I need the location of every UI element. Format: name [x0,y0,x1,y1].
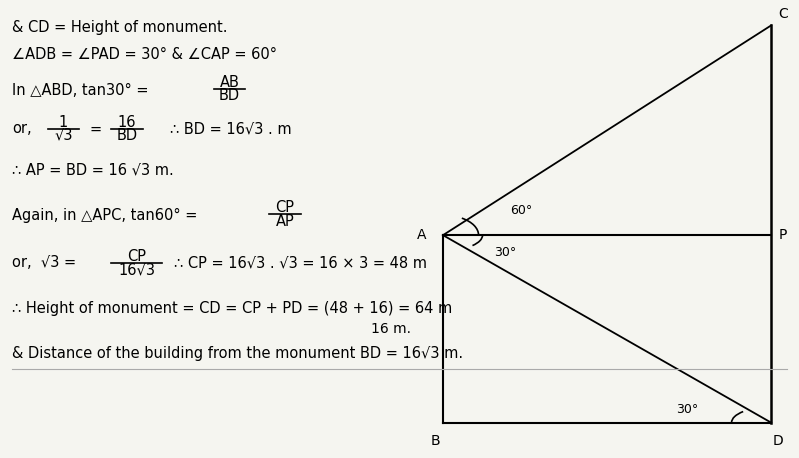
Text: D: D [773,434,784,448]
Text: BD: BD [219,88,240,103]
Text: AP: AP [276,214,294,229]
Text: =: = [89,121,101,136]
Text: ∴ BD = 16√3 . m: ∴ BD = 16√3 . m [170,121,292,136]
Text: A: A [416,228,426,242]
Text: 30°: 30° [676,403,698,416]
Text: 16√3: 16√3 [118,262,156,277]
Text: In △ABD, tan30° =: In △ABD, tan30° = [12,82,149,98]
Text: CP: CP [276,200,294,215]
Text: 60°: 60° [511,204,532,217]
Text: AB: AB [220,75,240,90]
Text: 30°: 30° [495,245,517,259]
Text: BD: BD [116,128,137,143]
Text: & Distance of the building from the monument BD = 16√3 m.: & Distance of the building from the monu… [12,346,463,361]
Text: 1: 1 [59,115,68,130]
Text: ∴ Height of monument = CD = CP + PD = (48 + 16) = 64 m: ∴ Height of monument = CD = CP + PD = (4… [12,301,452,316]
Text: ∠ADB = ∠PAD = 30° & ∠CAP = 60°: ∠ADB = ∠PAD = 30° & ∠CAP = 60° [12,47,277,62]
Text: or,  √3 =: or, √3 = [12,256,76,270]
Text: B: B [431,434,441,448]
Text: or,: or, [12,121,32,136]
Text: P: P [778,228,786,242]
Text: √3: √3 [54,128,73,143]
Text: ∴ CP = 16√3 . √3 = 16 × 3 = 48 m: ∴ CP = 16√3 . √3 = 16 × 3 = 48 m [174,256,427,270]
Text: 16: 16 [117,115,136,130]
Text: & CD = Height of monument.: & CD = Height of monument. [12,20,228,35]
Text: ∴ AP = BD = 16 √3 m.: ∴ AP = BD = 16 √3 m. [12,163,174,178]
Text: C: C [778,7,788,21]
Text: Again, in △APC, tan60° =: Again, in △APC, tan60° = [12,207,197,223]
Text: CP: CP [128,249,146,264]
Text: 16 m.: 16 m. [372,322,411,336]
